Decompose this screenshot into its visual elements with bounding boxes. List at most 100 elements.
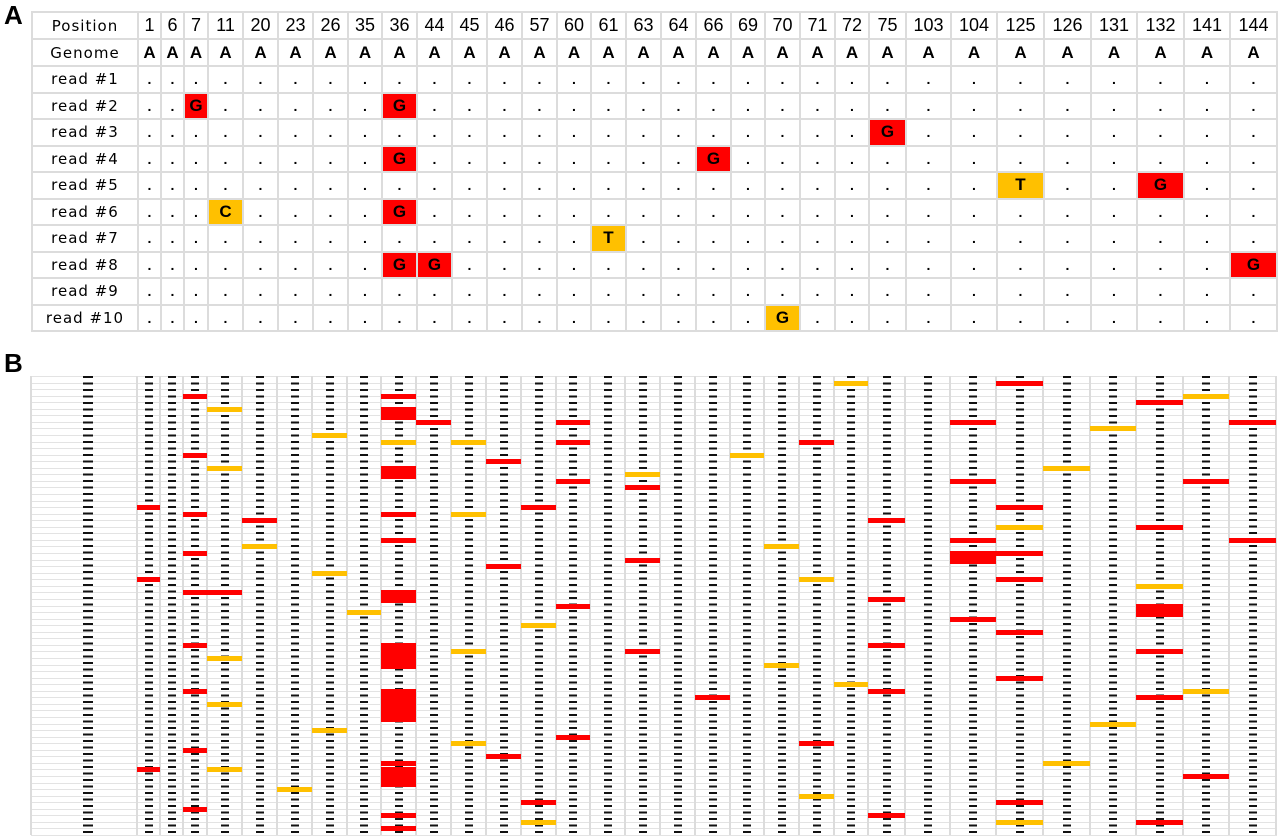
row-divider [31,585,1277,587]
position-cell: 44 [416,11,453,40]
red-variant-mark [556,439,590,445]
match-cell: . [183,250,209,279]
position-cell: 126 [1043,11,1092,40]
genome-base-cell: A [451,38,488,67]
match-cell: . [660,91,697,120]
match-cell: . [556,118,592,147]
match-cell: . [1183,224,1231,253]
genome-base-cell: A [1090,38,1138,67]
position-cell: 26 [312,11,349,40]
match-cell: . [1090,197,1138,226]
red-variant-mark [381,537,416,543]
match-cell: . [451,65,488,94]
match-cell: . [625,144,662,173]
match-cell: . [1090,303,1138,332]
genome-base-cell: A [160,38,185,67]
row-divider [31,539,1277,541]
match-tick-column [290,376,299,835]
red-variant-mark [799,741,834,747]
match-cell: . [486,277,523,306]
row-divider [31,795,1277,797]
position-cell: 60 [556,11,592,40]
position-cell: 1 [137,11,162,40]
match-cell: . [277,91,314,120]
row-divider [31,730,1277,732]
red-variant-mark [183,511,207,517]
match-cell: . [207,303,244,332]
match-cell: . [764,277,801,306]
column-divider [415,376,417,835]
match-cell: . [996,118,1045,147]
variant-cell: G [764,303,801,332]
red-variant-mark [521,505,556,511]
match-cell: . [950,277,998,306]
match-cell: . [207,65,244,94]
yellow-variant-mark [312,433,347,438]
red-variant-mark [950,478,996,484]
match-tick-column [847,376,855,835]
row-divider [31,612,1277,614]
red-variant-mark [183,452,207,458]
red-variant-mark [1136,603,1183,617]
match-tick-column [1062,376,1071,835]
match-cell: . [905,277,952,306]
variant-cell: G [381,144,418,173]
match-cell: . [183,65,209,94]
red-variant-mark [381,590,416,604]
row-divider [31,631,1277,633]
match-cell: . [950,118,998,147]
column-divider [949,376,951,835]
row-divider [31,520,1277,522]
match-cell: . [1229,65,1278,94]
row-divider [31,710,1277,712]
row-divider [31,769,1277,771]
yellow-variant-mark [451,439,486,445]
row-divider [31,467,1277,469]
position-cell: 46 [486,11,523,40]
match-cell: . [416,224,453,253]
match-cell: . [347,277,383,306]
row-divider [31,421,1277,423]
row-divider [31,644,1277,646]
match-cell: . [1136,197,1185,226]
genome-base-cell: A [764,38,801,67]
column-divider [241,376,243,835]
read-label: read #7 [31,224,139,253]
match-cell: . [1229,224,1278,253]
match-cell: . [764,144,801,173]
match-cell: . [416,197,453,226]
match-cell: . [695,197,732,226]
genome-base-cell: A [137,38,162,67]
match-tick-column [708,376,717,835]
red-variant-mark [625,649,660,655]
match-tick-column [83,376,93,835]
match-cell: . [242,250,279,279]
genome-base-cell: A [312,38,349,67]
genome-base-cell: A [799,38,836,67]
row-divider [31,546,1277,548]
red-variant-mark [950,551,996,565]
match-tick-column [1109,376,1117,835]
match-cell: . [1136,144,1185,173]
column-divider [624,376,626,835]
match-cell: . [764,171,801,200]
column-divider [904,376,906,835]
row-divider [31,500,1277,502]
match-cell: . [312,277,349,306]
red-variant-mark [996,380,1043,386]
row-divider [31,625,1277,627]
match-cell: . [347,91,383,120]
red-variant-mark [486,754,521,760]
match-tick-column [812,376,821,835]
row-divider [31,553,1277,555]
match-cell: . [312,303,349,332]
match-cell: . [183,197,209,226]
position-cell: 141 [1183,11,1231,40]
yellow-variant-mark [207,701,242,707]
red-variant-mark [1183,773,1229,779]
match-cell: . [1043,118,1092,147]
match-cell: . [730,91,766,120]
read-label: read #9 [31,277,139,306]
match-cell: . [950,197,998,226]
match-cell: . [590,118,627,147]
